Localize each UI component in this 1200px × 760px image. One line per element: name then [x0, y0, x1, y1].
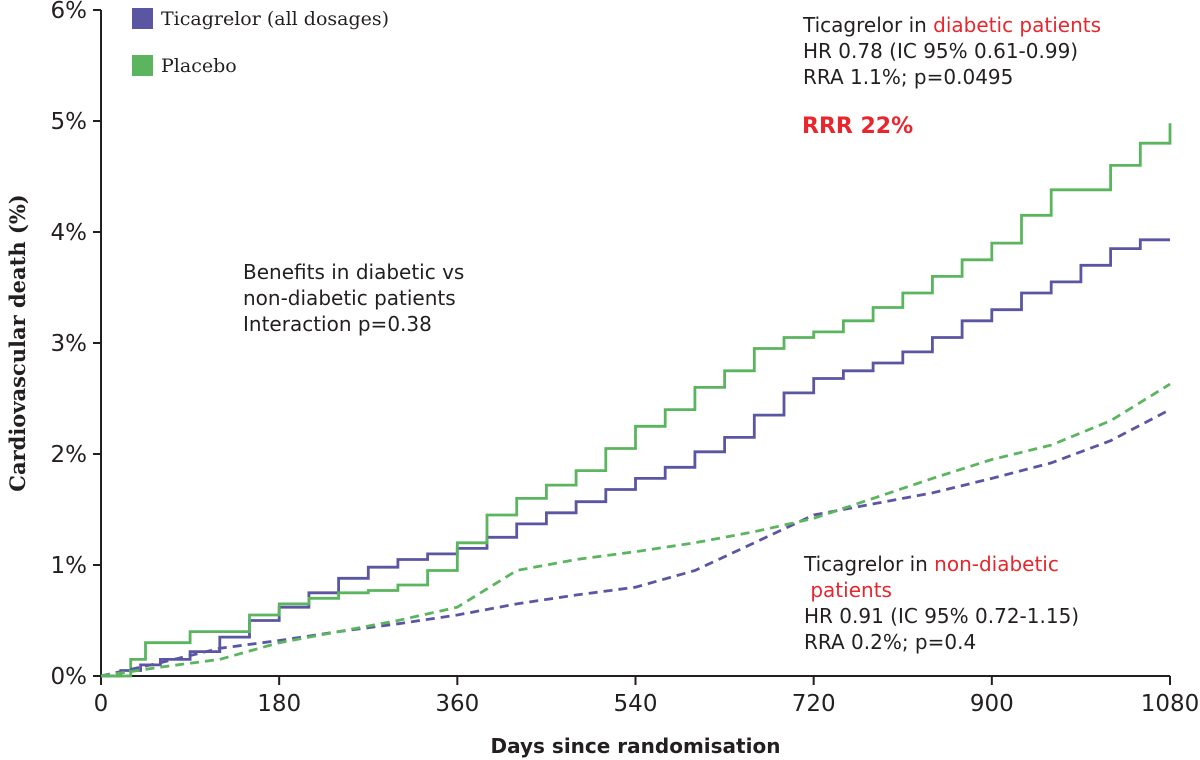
y-tick-label: 4%	[51, 220, 88, 246]
series-line-placebo-diabetic	[101, 123, 1172, 678]
x-tick-label: 180	[257, 691, 301, 717]
y-tick-label: 6%	[51, 0, 88, 24]
legend: Ticagrelor (all dosages) Placebo	[132, 8, 389, 77]
y-tick-label: 0%	[51, 664, 88, 690]
annotation-text: Benefits in diabetic vs	[243, 260, 465, 284]
annotation-line: RRR 22%	[802, 113, 913, 141]
y-tick-label: 1%	[51, 553, 88, 579]
annotation-text: RRR 22%	[802, 114, 914, 139]
annotation-line: HR 0.91 (IC 95% 0.72-1.15)	[804, 603, 1079, 629]
axes: 0% 1% 2% 3% 4% 5% 6% 0 180 360 540 720 900 1080 Days s…	[5, 0, 1199, 758]
legend-swatch	[132, 8, 153, 29]
x-axis-title: Days since randomisation	[491, 734, 781, 758]
annotation-text: non-diabetic patients	[243, 286, 456, 310]
annotation-text: diabetic patients	[933, 13, 1102, 37]
annotation-diabetic-patients: Ticagrelor in diabetic patients HR 0.78 (…	[803, 12, 1101, 90]
x-tick-label: 1080	[1141, 691, 1200, 717]
annotation-text: Ticagrelor in	[803, 13, 934, 37]
annotation-line: Ticagrelor in non-diabetic	[804, 551, 1079, 577]
x-tick-label: 900	[970, 691, 1014, 717]
annotation-interaction: Benefits in diabetic vs non-diabetic pati…	[243, 259, 464, 337]
annotation-line: RRA 0.2%; p=0.4	[804, 629, 1079, 655]
annotation-text: Ticagrelor in	[804, 552, 935, 576]
legend-label: Ticagrelor (all dosages)	[161, 8, 389, 30]
y-axis-title: Cardiovascular death (%)	[5, 194, 30, 491]
x-tick-label: 0	[94, 691, 109, 717]
annotation-text: patients	[804, 578, 892, 602]
annotation-text: Interaction p=0.38	[243, 312, 432, 336]
annotation-line: non-diabetic patients	[243, 285, 464, 311]
annotation-line: RRA 1.1%; p=0.0495	[803, 64, 1101, 90]
annotation-text: RRA 1.1%; p=0.0495	[803, 65, 1014, 89]
series-line-placebo-non-diabetic	[100, 382, 1171, 678]
annotation-line: patients	[804, 577, 1079, 603]
series-line-ticagrelor-non-diabetic	[100, 408, 1171, 678]
x-tick-label: 360	[435, 691, 479, 717]
annotation-text: HR 0.78 (IC 95% 0.61-0.99)	[803, 39, 1079, 63]
x-tick-label: 540	[614, 691, 658, 717]
y-tick-label: 5%	[51, 109, 88, 135]
y-tick-label: 2%	[51, 442, 88, 468]
annotation-line: Interaction p=0.38	[243, 311, 464, 337]
x-tick-label: 720	[792, 691, 836, 717]
annotation-line: HR 0.78 (IC 95% 0.61-0.99)	[803, 38, 1101, 64]
legend-swatch	[132, 55, 153, 76]
legend-label: Placebo	[161, 55, 237, 77]
annotation-text: non-diabetic	[934, 552, 1059, 576]
y-tick-label: 3%	[51, 331, 88, 357]
annotation-text: HR 0.91 (IC 95% 0.72-1.15)	[804, 604, 1080, 628]
annotation-rrr: RRR 22%	[802, 113, 913, 141]
annotation-line: Ticagrelor in diabetic patients	[803, 12, 1101, 38]
series-lines	[100, 123, 1172, 678]
annotation-line: Benefits in diabetic vs	[243, 259, 464, 285]
annotation-text: RRA 0.2%; p=0.4	[804, 630, 977, 654]
series-line-ticagrelor-diabetic	[101, 238, 1170, 678]
annotation-non-diabetic-patients: Ticagrelor in non-diabetic patients HR 0.…	[804, 551, 1079, 655]
